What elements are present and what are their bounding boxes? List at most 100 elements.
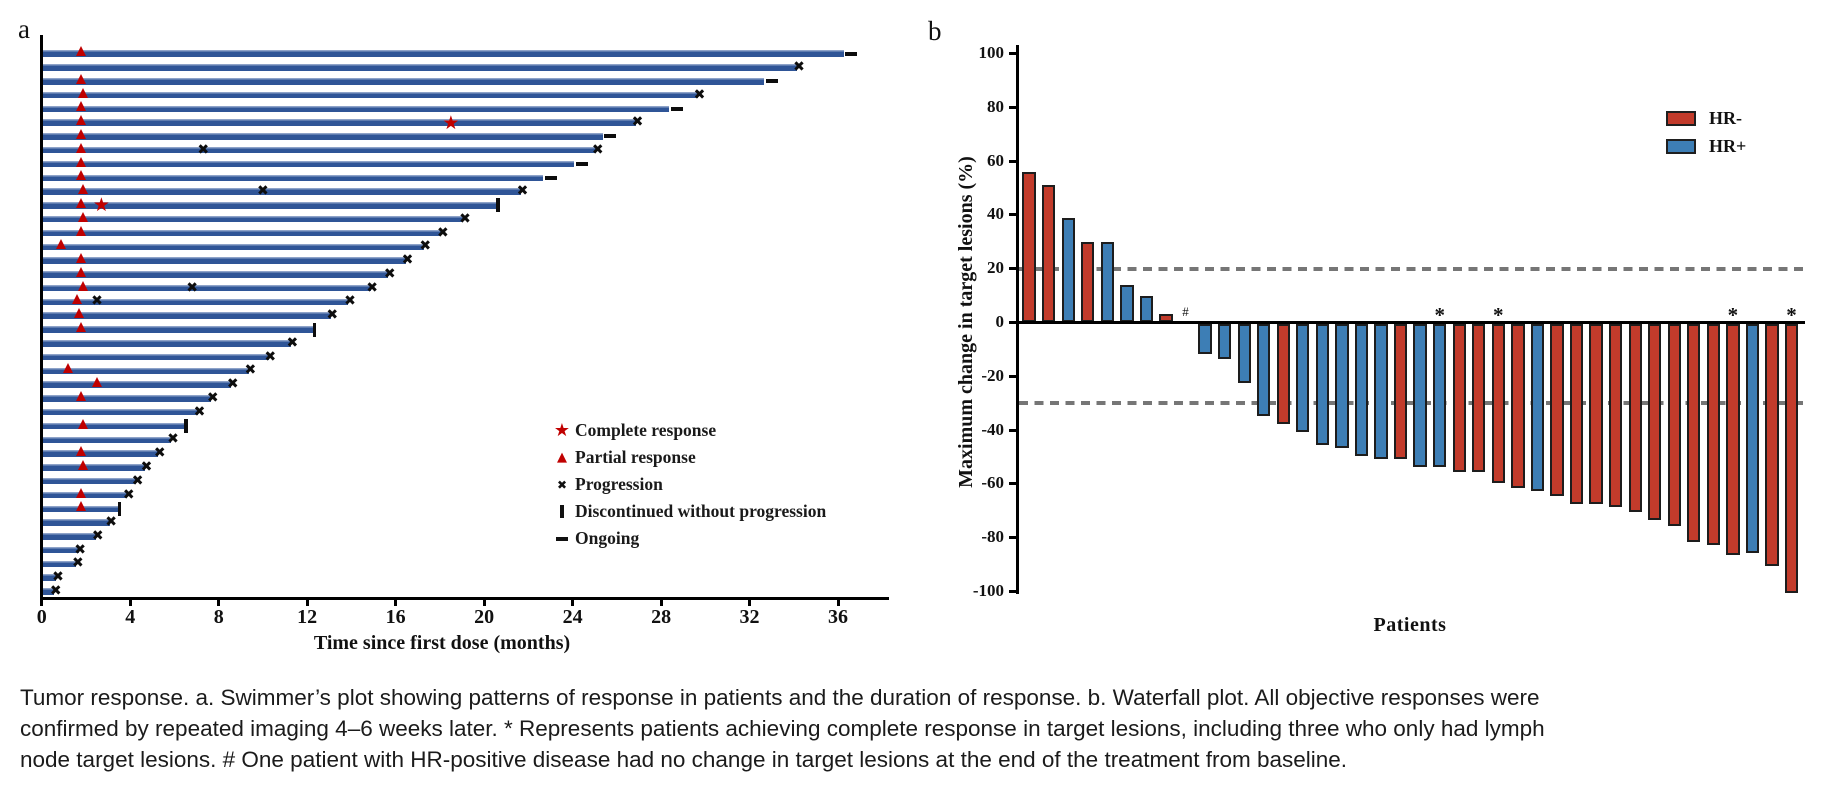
waterfall-bar [1413,324,1427,467]
legend-item-hr-negative: HR- [1666,104,1746,132]
caption-line: node target lesions. # One patient with … [20,747,1348,772]
progression-marker: ✖ [72,555,84,572]
swimmer-bar [43,312,331,319]
waterfall-bar [1472,324,1486,472]
partial-response-marker [76,156,86,167]
legend-item-hr-positive: HR+ [1666,132,1746,160]
swimmer-bar [43,229,442,237]
swimmer-bar [43,64,798,71]
y-axis-tick [1008,267,1016,271]
waterfall-bar [1022,171,1036,323]
legend-label: Discontinued without progression [575,501,827,521]
waterfall-bar [1530,324,1545,491]
y-axis-tick [1008,213,1016,217]
y-axis-tick-label: -80 [981,527,1004,547]
progression-marker: ✖ [206,389,219,406]
partial-response-marker [78,87,89,98]
legend-label: HR- [1709,107,1742,128]
progression-marker: ✖ [153,445,166,462]
discontinued-marker [496,198,500,213]
y-axis-tick-label: -100 [972,581,1004,600]
swimmer-bar [43,477,137,485]
waterfall-x-axis-title: Patients [1373,614,1447,636]
no-change-hash-marker: # [1182,303,1189,319]
partial-response-marker [73,308,84,319]
waterfall-bar [1374,324,1388,459]
x-axis-tick [482,600,486,606]
y-axis-tick [1008,590,1016,593]
partial-response-marker [91,377,102,388]
swimmer-bar [43,133,603,140]
swimmer-bar [43,450,159,457]
x-axis-tick-label: 4 [125,606,136,628]
legend-label: Ongoing [575,528,640,548]
waterfall-bar [1706,324,1721,545]
waterfall-bar [1315,324,1330,445]
x-axis-tick [659,600,663,606]
caption-line: confirmed by repeated imaging 4–6 weeks … [20,716,1545,741]
panel-a-label: a [18,14,30,44]
waterfall-bar [1491,324,1505,483]
y-axis-tick [1008,105,1016,109]
partial-response-marker [76,142,86,153]
progression-marker: ✖ [516,183,529,200]
swimmer-bar [43,326,314,333]
swimmer-bar [43,78,765,85]
complete-response-star-icon: ★ [553,420,571,441]
legend-item-complete-response: ★ Complete response [549,417,826,444]
progression-marker: ✖ [140,458,153,475]
y-axis-tick-label: -20 [981,365,1004,385]
partial-response-marker [76,101,86,112]
swimmer-y-axis [40,35,43,599]
waterfall-bar [1569,324,1584,505]
waterfall-bar [1393,324,1408,459]
y-axis-tick [1008,428,1016,432]
waterfall-y-axis [1016,45,1020,594]
legend-item-partial-response: ▲ Partial response [549,444,826,471]
x-axis-tick-label: 12 [297,606,318,628]
swimmer-bar [43,340,291,347]
x-axis-tick [571,600,575,606]
y-axis-tick [1008,536,1016,540]
x-axis-tick [128,600,132,606]
legend-label: Complete response [575,420,717,440]
figure-caption: Tumor response. a. Swimmer’s plot showin… [20,682,1810,775]
ongoing-marker [544,175,557,180]
swimmer-bar [43,422,185,430]
caption-line: Tumor response. a. Swimmer’s plot showin… [20,685,1540,710]
progression-marker: ✖ [105,514,117,531]
progression-marker: ✖ [286,334,299,351]
progression-marker: ✖ [167,431,179,448]
legend-label: Progression [575,474,663,494]
complete-response-asterisk-marker: * [1727,302,1739,327]
waterfall-bar [1354,324,1369,456]
swimmer-bar [43,160,575,168]
progression-marker: ✖ [437,224,449,241]
partial-response-marker [76,266,86,277]
progression-marker: ✖ [344,293,356,310]
x-axis-tick-label: 24 [562,606,583,628]
y-axis-tick-label: 40 [987,204,1004,224]
partial-response-marker [78,280,89,291]
partial-response-marker [76,73,86,84]
progression-marker: ✖ [631,114,644,131]
partial-response-marker [76,487,86,498]
waterfall-bar [1276,324,1290,424]
ongoing-marker [765,79,778,84]
x-axis-tick-label: 8 [213,606,224,628]
swimmer-bar [43,257,406,264]
partial-response-marker [76,322,86,332]
swimmer-bar [43,408,198,416]
progression-marker: ✖ [264,348,277,365]
partial-response-marker [78,418,89,429]
waterfall-bar [1452,324,1466,472]
complete-response-marker: ★ [442,111,460,134]
progression-marker: ✖ [244,362,257,379]
discontinued-marker [117,501,122,516]
partial-response-marker [76,253,86,264]
partial-response-marker [76,46,86,57]
progression-marker: ✖ [366,279,378,296]
swimmer-bar [43,381,232,388]
waterfall-bar [1745,324,1760,553]
